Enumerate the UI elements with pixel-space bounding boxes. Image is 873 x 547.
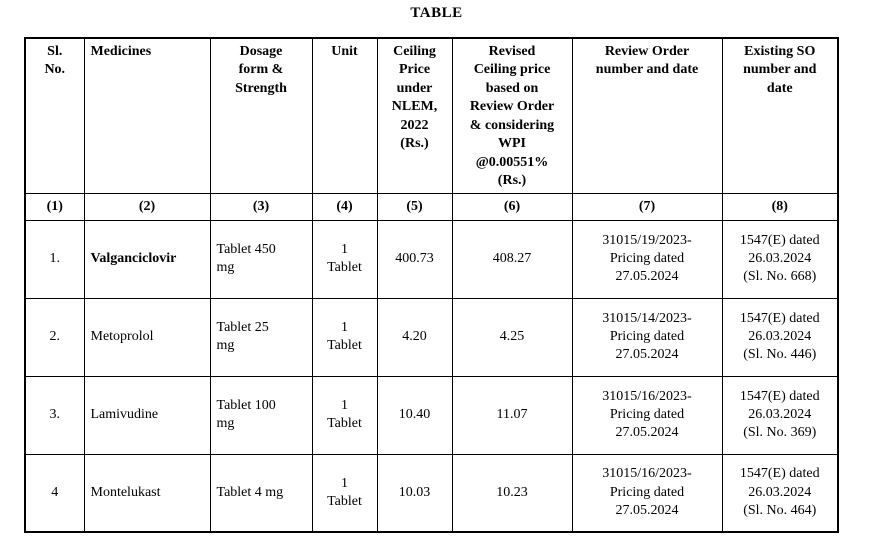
- table-row: 4 Montelukast Tablet 4 mg 1 Tablet 10.03…: [24, 453, 839, 533]
- header-unit: Unit: [311, 37, 378, 194]
- cell-sl-no: 4: [24, 453, 85, 533]
- cell-medicine: Montelukast: [83, 453, 211, 533]
- cell-existing-so: 1547(E) dated 26.03.2024 (Sl. No. 369): [721, 375, 839, 455]
- header-existing-so: Existing SO number and date: [721, 37, 839, 194]
- col-number-2: (2): [83, 192, 211, 221]
- header-ceiling-price-nlem: Ceiling Price under NLEM, 2022 (Rs.): [376, 37, 453, 194]
- header-row: Sl. No. Medicines Dosage form & Strength…: [24, 37, 839, 194]
- table-row: 1. Valganciclovir Tablet 450 mg 1 Tablet…: [24, 219, 839, 299]
- col-number-4: (4): [311, 192, 378, 221]
- col-number-1: (1): [24, 192, 85, 221]
- page-title: TABLE: [410, 5, 463, 21]
- cell-ceiling-price-nlem: 4.20: [376, 297, 453, 377]
- header-dosage-form-strength: Dosage form & Strength: [209, 37, 313, 194]
- cell-sl-no: 2.: [24, 297, 85, 377]
- table-row: 2. Metoprolol Tablet 25 mg 1 Tablet 4.20…: [24, 297, 839, 377]
- cell-revised-ceiling-price: 408.27: [451, 219, 573, 299]
- table-header: Sl. No. Medicines Dosage form & Strength…: [24, 37, 839, 194]
- cell-review-order: 31015/16/2023- Pricing dated 27.05.2024: [571, 453, 723, 533]
- table-row: 3. Lamivudine Tablet 100 mg 1 Tablet 10.…: [24, 375, 839, 455]
- cell-ceiling-price-nlem: 10.40: [376, 375, 453, 455]
- table-body: (1) (2) (3) (4) (5) (6) (7) (8) 1. Valga…: [24, 192, 839, 533]
- cell-revised-ceiling-price: 11.07: [451, 375, 573, 455]
- cell-dosage-form-strength: Tablet 450 mg: [209, 219, 313, 299]
- cell-review-order: 31015/14/2023- Pricing dated 27.05.2024: [571, 297, 723, 377]
- cell-unit: 1 Tablet: [311, 453, 378, 533]
- column-number-row: (1) (2) (3) (4) (5) (6) (7) (8): [24, 192, 839, 221]
- col-number-7: (7): [571, 192, 723, 221]
- cell-dosage-form-strength: Tablet 4 mg: [209, 453, 313, 533]
- header-review-order: Review Order number and date: [571, 37, 723, 194]
- col-number-8: (8): [721, 192, 839, 221]
- cell-sl-no: 3.: [24, 375, 85, 455]
- col-number-6: (6): [451, 192, 573, 221]
- cell-medicine: Valganciclovir: [83, 219, 211, 299]
- cell-unit: 1 Tablet: [311, 219, 378, 299]
- cell-existing-so: 1547(E) dated 26.03.2024 (Sl. No. 668): [721, 219, 839, 299]
- cell-medicine: Metoprolol: [83, 297, 211, 377]
- header-medicines: Medicines: [83, 37, 211, 194]
- col-number-3: (3): [209, 192, 313, 221]
- cell-unit: 1 Tablet: [311, 297, 378, 377]
- cell-medicine: Lamivudine: [83, 375, 211, 455]
- cell-unit: 1 Tablet: [311, 375, 378, 455]
- cell-existing-so: 1547(E) dated 26.03.2024 (Sl. No. 446): [721, 297, 839, 377]
- cell-revised-ceiling-price: 4.25: [451, 297, 573, 377]
- cell-existing-so: 1547(E) dated 26.03.2024 (Sl. No. 464): [721, 453, 839, 533]
- cell-revised-ceiling-price: 10.23: [451, 453, 573, 533]
- cell-dosage-form-strength: Tablet 25 mg: [209, 297, 313, 377]
- cell-review-order: 31015/16/2023- Pricing dated 27.05.2024: [571, 375, 723, 455]
- header-sl-no: Sl. No.: [24, 37, 85, 194]
- col-number-5: (5): [376, 192, 453, 221]
- medicine-pricing-table: Sl. No. Medicines Dosage form & Strength…: [24, 37, 839, 534]
- cell-sl-no: 1.: [24, 219, 85, 299]
- cell-dosage-form-strength: Tablet 100 mg: [209, 375, 313, 455]
- cell-review-order: 31015/19/2023- Pricing dated 27.05.2024: [571, 219, 723, 299]
- cell-ceiling-price-nlem: 400.73: [376, 219, 453, 299]
- cell-ceiling-price-nlem: 10.03: [376, 453, 453, 533]
- header-revised-ceiling-price: Revised Ceiling price based on Review Or…: [451, 37, 573, 194]
